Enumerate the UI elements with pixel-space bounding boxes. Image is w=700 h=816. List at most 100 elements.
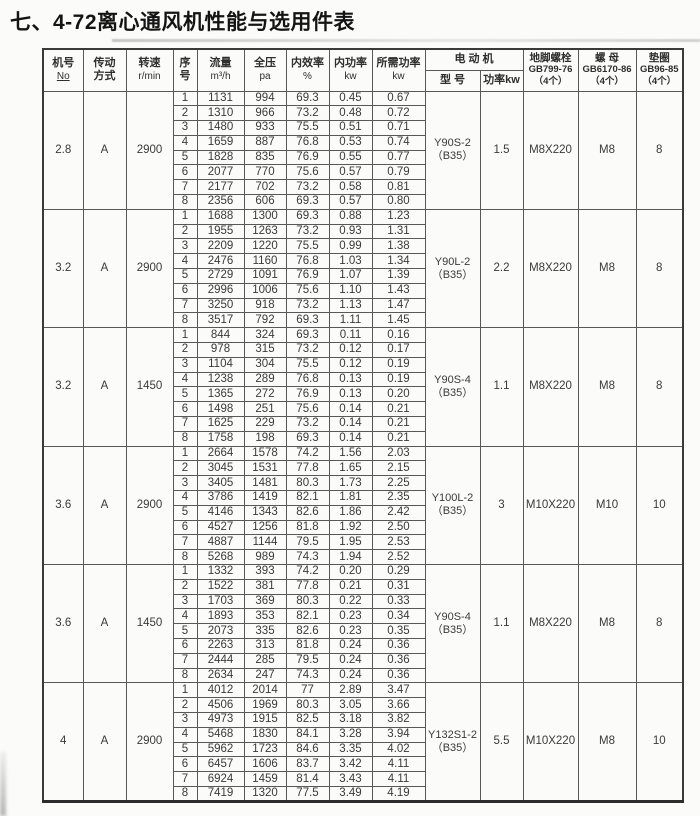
cell-flow: 4506 xyxy=(196,697,245,713)
cell-flow: 1688 xyxy=(196,208,245,225)
header-line: GB6170-86 xyxy=(582,64,632,76)
cell-seq: 1 xyxy=(172,90,198,107)
scan-artifact-left-smudge xyxy=(0,752,6,816)
cell-drive-mode: A xyxy=(82,682,127,802)
cell-required-power: 4.02 xyxy=(371,741,426,758)
cell-required-power: 0.35 xyxy=(371,623,426,639)
cell-machine-no: 4 xyxy=(42,682,84,802)
cell-seq: 7 xyxy=(172,297,198,314)
cell-required-power: 0.71 xyxy=(371,120,426,136)
cell-seq: 4 xyxy=(172,134,198,151)
cell-pressure: 1578 xyxy=(243,445,287,462)
header-line: （4个） xyxy=(590,76,624,88)
cell-nut: M8 xyxy=(577,208,637,329)
cell-anchor-bolt: M8X220 xyxy=(522,327,579,447)
cell-required-power: 2.42 xyxy=(371,504,426,521)
cell-inner-power: 3.35 xyxy=(328,741,373,758)
cell-flow: 1238 xyxy=(196,371,245,388)
table-row: 7 2444 285 79.5 0.24 0.36 xyxy=(43,652,683,669)
table-row: 2.8 A 2900 1 1131 994 69.3 0.45 0.67 Y90S-2 （B35） 1… xyxy=(42,90,684,210)
motor-frame-line: （B35） xyxy=(431,150,474,163)
cell-efficiency: 81.8 xyxy=(285,637,330,654)
motor-model-line: Y90S-4 xyxy=(434,610,471,623)
cell-seq: 8 xyxy=(172,312,198,329)
cell-seq: 7 xyxy=(172,179,198,196)
page-title: 七、4-72离心通风机性能与选用件表 xyxy=(10,11,356,34)
cell-seq: 3 xyxy=(172,593,198,610)
table-row: 8 7419 1320 77.5 3.49 4.19 xyxy=(43,785,683,802)
cell-pressure: 994 xyxy=(243,90,287,107)
cell-pressure: 1723 xyxy=(243,741,287,758)
cell-required-power: 1.45 xyxy=(371,312,426,329)
cell-motor-model: Y90L-2 （B35） xyxy=(424,208,481,329)
cell-efficiency: 74.2 xyxy=(285,445,330,462)
cell-speed: 2900 xyxy=(125,208,174,329)
cell-flow: 2476 xyxy=(196,253,245,270)
header-washer: 垫圈 GB96-85 （4个） xyxy=(635,48,684,92)
cell-anchor-bolt: M8X220 xyxy=(522,208,579,329)
cell-pressure: 933 xyxy=(243,120,287,136)
motor-model-line: Y132S1-2 xyxy=(428,728,477,741)
cell-speed: 2900 xyxy=(125,445,174,566)
cell-inner-power: 1.73 xyxy=(328,475,373,492)
header-seq: 序 号 xyxy=(172,48,198,92)
cell-required-power: 1.31 xyxy=(371,223,426,240)
cell-pressure: 335 xyxy=(243,623,287,639)
cell-seq: 8 xyxy=(172,667,198,684)
cell-inner-power: 2.89 xyxy=(328,682,373,699)
cell-efficiency: 75.5 xyxy=(285,356,330,373)
table-row: 2 1955 1263 73.2 0.93 1.31 xyxy=(43,223,683,240)
cell-efficiency: 82.1 xyxy=(285,608,330,625)
table-header: 机号 No 传动 方式 转速 r/min 序 号 流量 m³/h xyxy=(42,48,684,92)
cell-inner-power: 3.28 xyxy=(328,726,373,743)
cell-efficiency: 73.2 xyxy=(285,342,330,358)
cell-nut: M8 xyxy=(577,90,637,210)
cell-efficiency: 81.4 xyxy=(285,771,330,787)
header-line: 内效率 xyxy=(291,56,324,69)
cell-seq: 1 xyxy=(172,445,198,462)
cell-seq: 4 xyxy=(172,253,198,270)
header-drive-mode: 传动 方式 xyxy=(82,48,127,92)
cell-inner-power: 3.42 xyxy=(328,756,373,773)
cell-flow: 1480 xyxy=(196,120,245,136)
cell-seq: 6 xyxy=(172,756,198,773)
cell-efficiency: 80.3 xyxy=(285,475,330,492)
cell-flow: 4146 xyxy=(196,504,245,521)
cell-washer: 8 xyxy=(635,208,684,329)
cell-inner-power: 0.20 xyxy=(328,564,373,580)
cell-seq: 5 xyxy=(172,741,198,758)
cell-pressure: 1160 xyxy=(243,253,287,270)
cell-seq: 6 xyxy=(172,164,198,181)
cell-flow: 2209 xyxy=(196,238,245,255)
cell-efficiency: 80.3 xyxy=(285,593,330,610)
table-row: 2 978 315 73.2 0.12 0.17 xyxy=(43,342,683,358)
cell-flow: 2077 xyxy=(196,164,245,181)
cell-speed: 1450 xyxy=(125,327,174,447)
motor-model-line: Y90S-2 xyxy=(434,137,471,150)
cell-motor-model: Y90S-4 （B35） xyxy=(424,327,481,447)
cell-pressure: 369 xyxy=(243,593,287,610)
cell-pressure: 272 xyxy=(243,386,287,403)
cell-seq: 5 xyxy=(172,386,198,403)
cell-inner-power: 3.18 xyxy=(328,711,373,728)
cell-efficiency: 83.7 xyxy=(285,756,330,773)
cell-inner-power: 1.13 xyxy=(328,297,373,314)
cell-flow: 3045 xyxy=(196,460,245,477)
cell-seq: 7 xyxy=(172,534,198,551)
header-line: （4个） xyxy=(533,76,568,88)
cell-seq: 8 xyxy=(172,785,198,802)
cell-required-power: 3.82 xyxy=(371,711,426,728)
cell-efficiency: 69.3 xyxy=(285,327,330,344)
cell-seq: 4 xyxy=(172,371,198,388)
header-line: pa xyxy=(259,71,271,83)
table-row: 3.6 A 2900 1 2664 1578 74.2 1.56 2.03 Y100L-2 （B35… xyxy=(42,445,684,566)
cell-inner-power: 0.58 xyxy=(328,179,373,196)
header-line: （4个） xyxy=(642,76,677,88)
header-line: kw xyxy=(344,71,357,83)
cell-required-power: 0.21 xyxy=(371,401,426,418)
cell-efficiency: 76.9 xyxy=(285,149,330,166)
cell-inner-power: 0.13 xyxy=(328,371,373,388)
cell-flow: 2634 xyxy=(196,667,245,684)
cell-required-power: 4.11 xyxy=(371,756,426,773)
cell-inner-power: 0.24 xyxy=(328,637,373,654)
